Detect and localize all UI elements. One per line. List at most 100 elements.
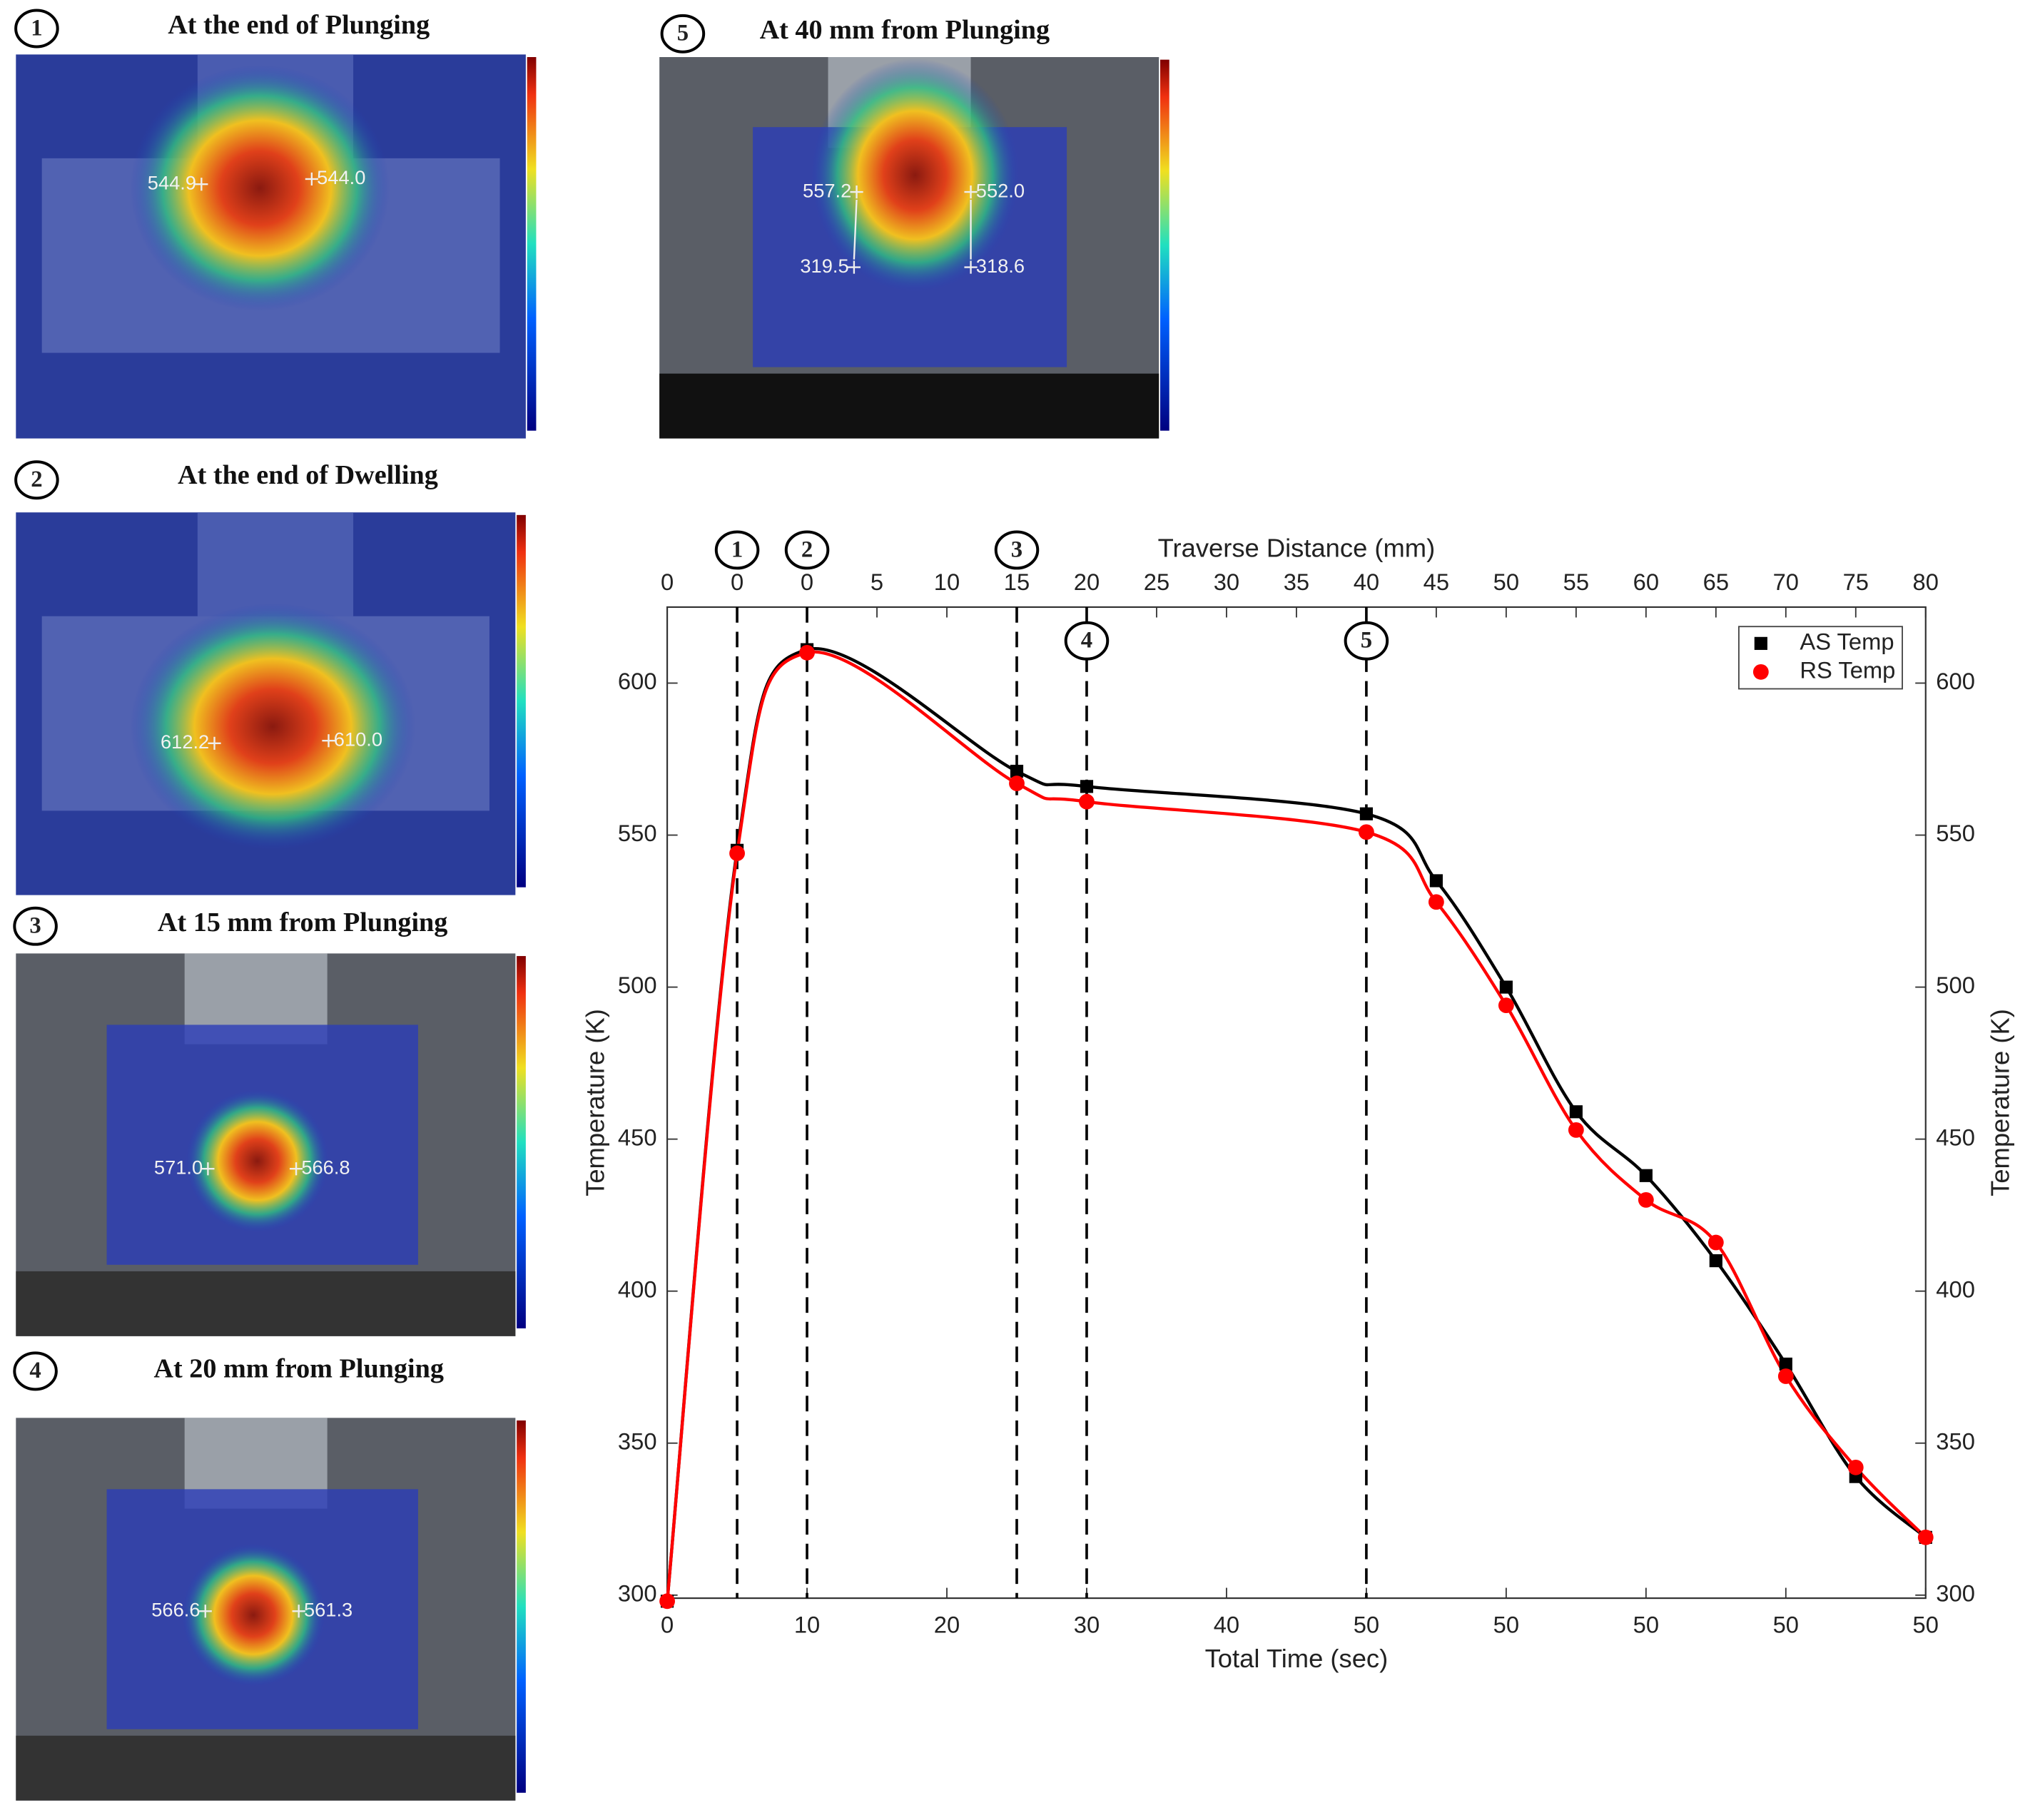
point	[1080, 780, 1094, 793]
number-circle	[1064, 621, 1110, 661]
number-label: 4	[1081, 628, 1092, 654]
y-tick-label: 500	[618, 972, 657, 998]
temperature-reading: 552.0	[976, 179, 1025, 201]
number-label: 5	[677, 21, 689, 46]
point	[1777, 1368, 1794, 1384]
temperature-reading: 561.3	[304, 1598, 352, 1620]
point	[1639, 1169, 1653, 1182]
x2-tick-label: 10	[934, 569, 960, 595]
point	[1638, 1191, 1654, 1208]
y2-tick-label: 600	[1936, 668, 1975, 694]
x2-tick-label: 45	[1424, 569, 1449, 595]
number-label: 2	[31, 467, 42, 492]
number-circle	[784, 530, 830, 570]
temperature-reading: 566.8	[301, 1156, 350, 1178]
x2-tick-label: 40	[1354, 569, 1379, 595]
x-tick-label: 50	[1354, 1612, 1379, 1638]
x2-tick-label: 55	[1563, 569, 1589, 595]
color-bar	[1160, 59, 1169, 431]
y-tick-label: 600	[618, 668, 657, 694]
number-label: 1	[31, 15, 42, 41]
color-bar	[517, 956, 526, 1328]
x-axis-title: Total Time (sec)	[1205, 1644, 1389, 1673]
y-tick-label: 350	[618, 1428, 657, 1454]
legend-marker	[1752, 664, 1769, 680]
plot-area	[666, 606, 1927, 1600]
x2-axis-title: Traverse Distance (mm)	[1158, 534, 1436, 563]
temperature-reading: 544.0	[317, 166, 365, 188]
x2-tick-label: 0	[731, 569, 744, 595]
point	[1568, 1122, 1584, 1138]
point	[1428, 894, 1444, 910]
y2-tick-label: 550	[1936, 820, 1975, 846]
temperature-reading: 566.6	[151, 1598, 200, 1620]
x-tick-label: 50	[1493, 1612, 1519, 1638]
temperature-reading: 318.6	[976, 255, 1025, 277]
x2-tick-label: 70	[1773, 569, 1799, 595]
panel-title: At the end of Dwelling	[178, 460, 438, 490]
tool	[197, 512, 354, 616]
x2-tick-label: 0	[661, 569, 674, 595]
point	[1707, 1234, 1724, 1251]
x-tick-label: 40	[1214, 1612, 1239, 1638]
point	[659, 1593, 675, 1610]
panel-title: At 15 mm from Plunging	[158, 908, 447, 937]
y2-axis-title: Temperature (K)	[1986, 1009, 2015, 1196]
point	[1498, 997, 1514, 1014]
point	[1709, 1254, 1722, 1268]
color-bar	[527, 57, 537, 431]
x-tick-label: 10	[794, 1612, 820, 1638]
x2-tick-label: 15	[1004, 569, 1030, 595]
heat-spot	[186, 1089, 329, 1233]
heat-spot	[811, 58, 1019, 293]
number-circle	[13, 906, 58, 946]
x2-tick-label: 5	[871, 569, 883, 595]
number-circle	[14, 460, 59, 500]
machine-table	[659, 373, 1159, 439]
heat-spot	[130, 603, 416, 850]
number-label: 1	[731, 537, 743, 562]
color-bar	[517, 1420, 526, 1793]
heat-spot	[130, 64, 390, 312]
y-tick-label: 550	[618, 820, 657, 846]
point	[1079, 793, 1095, 810]
point	[1569, 1105, 1583, 1119]
number-circle	[14, 9, 59, 49]
number-label: 3	[1011, 537, 1022, 562]
number-circle	[714, 530, 760, 570]
number-circle	[660, 14, 706, 54]
y-tick-label: 450	[618, 1124, 657, 1150]
x2-tick-label: 0	[801, 569, 813, 595]
x-tick-label: 30	[1074, 1612, 1100, 1638]
series-line	[665, 650, 1927, 1602]
x2-tick-label: 60	[1633, 569, 1659, 595]
y2-tick-label: 450	[1936, 1124, 1975, 1150]
point	[1009, 776, 1025, 791]
series-line	[665, 646, 1927, 1602]
legend-label: AS Temp	[1800, 628, 1894, 654]
temperature-reading: 557.2	[803, 179, 851, 201]
y2-tick-label: 400	[1936, 1276, 1975, 1302]
point	[1359, 807, 1373, 820]
point	[1917, 1529, 1934, 1545]
x-tick-label: 0	[661, 1612, 674, 1638]
number-circle	[1344, 621, 1389, 661]
x2-tick-label: 30	[1214, 569, 1239, 595]
point	[1358, 824, 1374, 840]
number-label: 3	[29, 913, 41, 939]
heat-spot	[182, 1543, 325, 1687]
y-axis-title: Temperature (K)	[580, 1009, 609, 1196]
number-circle	[13, 1351, 58, 1391]
panel-title: At 40 mm from Plunging	[760, 15, 1050, 45]
temperature-reading: 571.0	[154, 1156, 203, 1178]
machine-table	[16, 1735, 516, 1801]
x2-tick-label: 75	[1843, 569, 1869, 595]
x2-tick-label: 25	[1144, 569, 1169, 595]
y-tick-label: 300	[618, 1580, 657, 1606]
point	[799, 644, 815, 661]
x-tick-label: 50	[1633, 1612, 1659, 1638]
x2-tick-label: 35	[1284, 569, 1309, 595]
y-tick-label: 400	[618, 1276, 657, 1302]
panel-title: At 20 mm from Plunging	[153, 1354, 443, 1384]
